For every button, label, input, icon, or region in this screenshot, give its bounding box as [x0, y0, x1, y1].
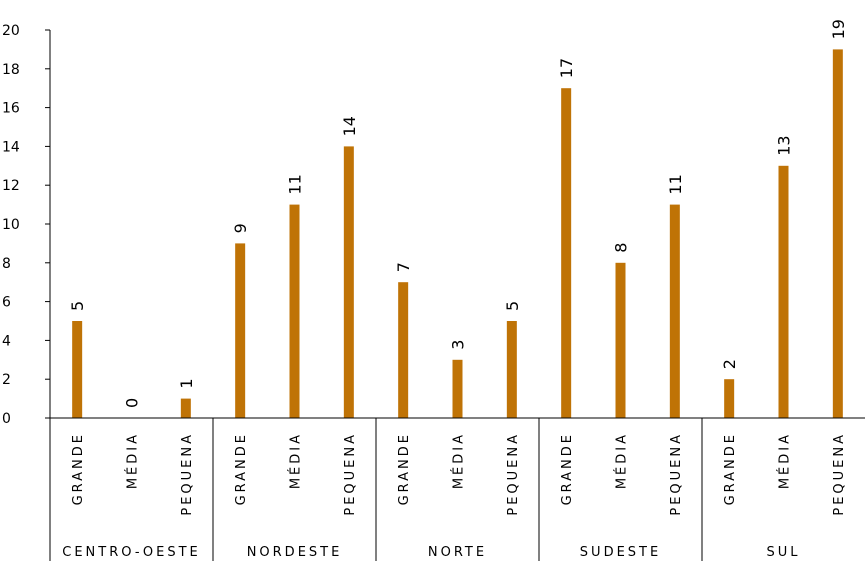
bar-value-label: 11 [286, 174, 305, 194]
y-tick-label: 4 [2, 333, 11, 349]
y-tick-label: 2 [2, 372, 11, 388]
y-tick-label: 12 [2, 178, 20, 194]
bar [778, 165, 789, 418]
bar-value-label: 14 [340, 116, 359, 136]
category-label: PEQUENA [832, 432, 847, 516]
category-label: MÉDIA [614, 432, 630, 489]
category-label: MÉDIA [288, 432, 304, 489]
group-label: CENTRO-OESTE [62, 545, 201, 560]
bar-value-label: 13 [775, 135, 794, 155]
bar-value-label: 5 [503, 301, 522, 311]
category-label: PEQUENA [669, 432, 684, 516]
y-axis: 0 2 4 6 8 10 12 14 16 18 20 [2, 23, 51, 427]
bar [669, 204, 680, 418]
y-tick-label: 6 [2, 295, 11, 311]
bar [235, 243, 246, 418]
category-label: GRANDE [723, 432, 738, 505]
bar [72, 321, 83, 418]
bar-value-label: 19 [829, 19, 848, 39]
bar-value-label: 1 [177, 378, 196, 388]
bar [615, 262, 626, 418]
group-label: NORTE [428, 545, 487, 560]
bar [289, 204, 300, 418]
category-label: GRANDE [397, 432, 412, 505]
bar-value-label: 0 [123, 398, 142, 408]
bar [180, 398, 191, 418]
y-tick-label: 14 [2, 139, 20, 155]
category-label: GRANDE [71, 432, 86, 505]
category-label: MÉDIA [777, 432, 793, 489]
category-label: GRANDE [234, 432, 249, 505]
bar-value-label: 17 [557, 58, 576, 78]
category-label: MÉDIA [451, 432, 467, 489]
bar-value-label: 2 [720, 359, 739, 369]
group-label: SUDESTE [580, 545, 661, 560]
category-label: PEQUENA [180, 432, 195, 516]
bar [832, 49, 843, 419]
category-label: GRANDE [560, 432, 575, 505]
bar [724, 379, 735, 418]
bar [561, 88, 572, 418]
y-tick-label: 20 [2, 23, 20, 39]
bar [398, 282, 409, 418]
bar-value-label: 11 [666, 174, 685, 194]
y-tick-label: 18 [2, 62, 20, 78]
group-label: NORDESTE [247, 545, 343, 560]
category-label: MÉDIA [125, 432, 141, 489]
category-label: PEQUENA [343, 432, 358, 516]
y-tick-label: 8 [2, 256, 11, 272]
x-axis: GRANDE MÉDIA PEQUENA CENTRO-OESTE GRANDE MÉDI… [49, 417, 865, 561]
bar [343, 146, 354, 418]
bar [506, 321, 517, 418]
category-label: PEQUENA [506, 432, 521, 516]
bar-value-label: 3 [449, 340, 468, 350]
bar-value-label: 9 [231, 223, 250, 233]
y-tick-label: 10 [2, 217, 20, 233]
bar-value-label: 7 [394, 262, 413, 272]
y-tick-label: 16 [2, 101, 20, 117]
y-tick-label: 0 [2, 411, 11, 427]
bar-value-label: 5 [68, 301, 87, 311]
group-label: SUL [766, 545, 800, 560]
bar [452, 359, 463, 418]
bar-value-label: 8 [612, 243, 631, 253]
bars [72, 49, 843, 419]
